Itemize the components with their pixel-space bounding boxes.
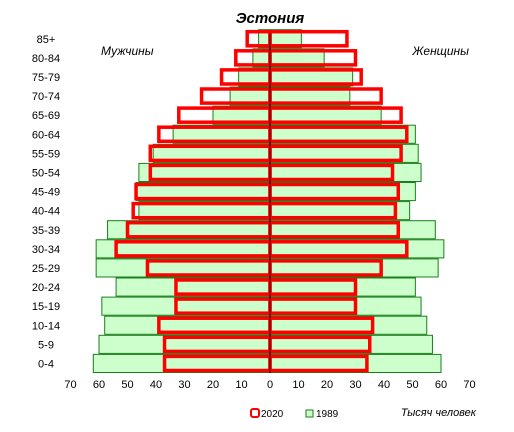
age-label-25-29: 25-29 — [32, 263, 60, 275]
age-label-60-64: 60-64 — [32, 129, 60, 141]
age-group-labels: 0-4 5-9 10-14 15-19 20-24 25-29 30-34 35-39 40-4… — [32, 34, 60, 371]
x-axis-unit-label: Тысяч человек — [401, 407, 477, 419]
age-label-55-59: 55-59 — [32, 148, 60, 160]
age-label-15-19: 15-19 — [32, 301, 60, 313]
age-label-80-84: 80-84 — [32, 53, 60, 65]
age-label-20-24: 20-24 — [32, 282, 60, 294]
age-label-30-34: 30-34 — [32, 244, 60, 256]
x-tick-label: 40 — [378, 379, 390, 391]
age-label-0-4: 0-4 — [38, 358, 54, 370]
x-tick-label: 30 — [349, 379, 361, 391]
x-tick-label: 70 — [463, 379, 475, 391]
x-axis-tick-labels: 70 60 50 40 30 20 10 0 10 20 30 40 50 60 70 — [64, 379, 475, 391]
x-tick-label: 40 — [150, 379, 162, 391]
x-tick-label: 30 — [178, 379, 190, 391]
age-label-45-49: 45-49 — [32, 187, 60, 199]
legend-label-1989: 1989 — [316, 409, 339, 420]
chart-title: Эстония — [236, 10, 305, 27]
x-tick-label: 50 — [406, 379, 418, 391]
age-label-70-74: 70-74 — [32, 91, 60, 103]
legend-swatch-1989 — [305, 409, 314, 418]
x-tick-label: 10 — [235, 379, 247, 391]
male-label: Мужчины — [101, 44, 154, 58]
legend-swatch-2020 — [250, 408, 260, 418]
x-tick-label: 50 — [121, 379, 133, 391]
age-label-5-9: 5-9 — [38, 339, 54, 351]
age-label-50-54: 50-54 — [32, 167, 60, 179]
x-tick-label: 60 — [435, 379, 447, 391]
female-label: Женщины — [411, 44, 469, 58]
x-tick-label: 20 — [321, 379, 333, 391]
legend-label-2020: 2020 — [261, 409, 284, 420]
legend: 2020 1989 — [250, 408, 339, 420]
age-label-65-69: 65-69 — [32, 110, 60, 122]
age-label-85+: 85+ — [37, 34, 56, 46]
age-label-35-39: 35-39 — [32, 225, 60, 237]
x-tick-label: 60 — [93, 379, 105, 391]
age-label-10-14: 10-14 — [32, 320, 60, 332]
x-tick-label: 0 — [267, 379, 273, 391]
x-tick-label: 70 — [64, 379, 76, 391]
x-tick-label: 10 — [292, 379, 304, 391]
x-tick-label: 20 — [207, 379, 219, 391]
age-label-75-79: 75-79 — [32, 72, 60, 84]
age-label-40-44: 40-44 — [32, 206, 60, 218]
